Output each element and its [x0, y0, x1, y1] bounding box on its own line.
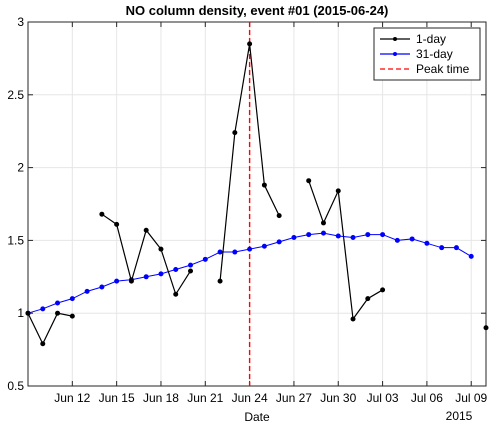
series-1-day: [25, 41, 489, 347]
y-tick-label: 0.5: [7, 379, 24, 393]
x-axis-year-label: 2015: [446, 409, 473, 423]
x-tick-label: Jun 12: [54, 391, 90, 405]
series-layer: [25, 41, 489, 347]
legend-marker: [393, 52, 397, 56]
data-point: [483, 325, 489, 331]
legend-label: 1-day: [416, 32, 446, 46]
x-tick-label: Jul 06: [411, 391, 443, 405]
series-line: [27, 312, 73, 346]
legend-label: Peak time: [416, 62, 470, 76]
x-tick-label: Jul 03: [367, 391, 399, 405]
plot-background: [28, 22, 486, 386]
x-tick-label: Jun 15: [99, 391, 135, 405]
chart-title: NO column density, event #01 (2015-06-24…: [126, 3, 389, 18]
x-tick-label: Jun 18: [143, 391, 179, 405]
axes: 0.5 1 1.5 2 2.5 3 Jun 12 Jun 15 Jun 18 Jun 21 Jun …: [7, 15, 487, 405]
axes-box: [27, 21, 487, 387]
series-line: [219, 43, 280, 282]
legend-marker: [393, 37, 397, 41]
y-tick-label: 1: [17, 306, 24, 320]
series-line: [27, 232, 472, 314]
y-tick-label: 1.5: [7, 233, 24, 247]
y-tick-label: 2: [17, 161, 24, 175]
series-line: [101, 213, 192, 296]
grid: [28, 22, 486, 386]
y-tick-label: 3: [17, 15, 24, 29]
legend-label: 31-day: [416, 47, 453, 61]
x-tick-label: Jul 09: [455, 391, 487, 405]
series-line: [308, 180, 383, 321]
x-tick-label: Jun 30: [320, 391, 356, 405]
y-tick-label: 2.5: [7, 88, 24, 102]
x-tick-label: Jun 21: [187, 391, 223, 405]
x-tick-label: Jun 27: [276, 391, 312, 405]
x-axis-label: Date: [244, 410, 270, 424]
x-tick-label: Jun 24: [232, 391, 268, 405]
